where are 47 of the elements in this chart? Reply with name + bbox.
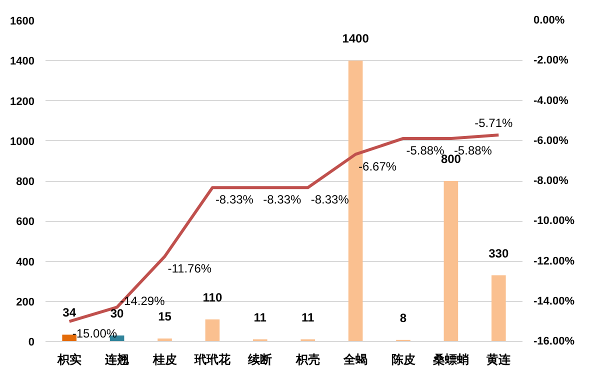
data-label: -8.33%: [263, 192, 302, 207]
y2-tick-label: -10.00%: [534, 215, 575, 228]
data-label: -6.67%: [358, 159, 397, 174]
data-label: -11.76%: [168, 261, 212, 276]
y-tick-label: 400: [16, 256, 35, 268]
x-tick-label: 全蝎: [342, 352, 368, 366]
y2-tick-label: -4.00%: [534, 94, 569, 107]
bar: [491, 275, 506, 342]
data-label: 30: [110, 306, 124, 320]
x-tick-label: 桑螵蛸: [432, 352, 469, 366]
bar: [444, 181, 458, 342]
x-tick-label: 桂皮: [152, 352, 177, 366]
x-tick-label: 枳实: [56, 352, 82, 366]
data-label: -8.33%: [215, 192, 254, 207]
x-tick-label: 玳玳花: [193, 352, 232, 366]
y-tick-label: 1200: [10, 96, 35, 108]
y-tick-label: 1000: [10, 136, 35, 148]
y-tick-label: 0: [28, 336, 35, 348]
y2-tick-label: 0.00%: [534, 14, 565, 26]
x-tick-label: 黄连: [486, 352, 512, 366]
data-label: -15.00%: [72, 326, 118, 340]
data-label: 1400: [342, 32, 370, 46]
x-tick-label: 续断: [247, 352, 272, 366]
y2-tick-label: -14.00%: [534, 295, 575, 308]
y2-tick-label: -8.00%: [534, 175, 569, 187]
data-label: 11: [254, 310, 267, 324]
y2-tick-label: -12.00%: [534, 255, 575, 268]
y-tick-label: 600: [16, 216, 35, 228]
bar: [205, 319, 220, 342]
y-tick-label: 1400: [10, 56, 35, 68]
y2-tick-label: -6.00%: [534, 134, 569, 147]
data-label: 110: [202, 290, 222, 304]
y-tick-label: 1600: [10, 16, 35, 28]
data-label: 330: [488, 246, 509, 260]
x-tick-label: 连翘: [104, 352, 130, 366]
data-label: 34: [62, 306, 76, 320]
y-tick-label: 800: [16, 176, 35, 188]
x-tick-label: 陈皮: [391, 352, 416, 366]
data-label: 15: [158, 309, 172, 324]
data-label: 8: [400, 310, 407, 325]
y2-tick-label: -2.00%: [534, 54, 569, 67]
y-tick-label: 200: [16, 296, 35, 308]
data-label: 11: [302, 310, 315, 324]
data-label: -5.71%: [474, 116, 513, 130]
data-label: -8.33%: [310, 192, 350, 207]
y2-tick-label: -16.00%: [534, 336, 575, 348]
x-tick-label: 枳壳: [294, 352, 320, 366]
